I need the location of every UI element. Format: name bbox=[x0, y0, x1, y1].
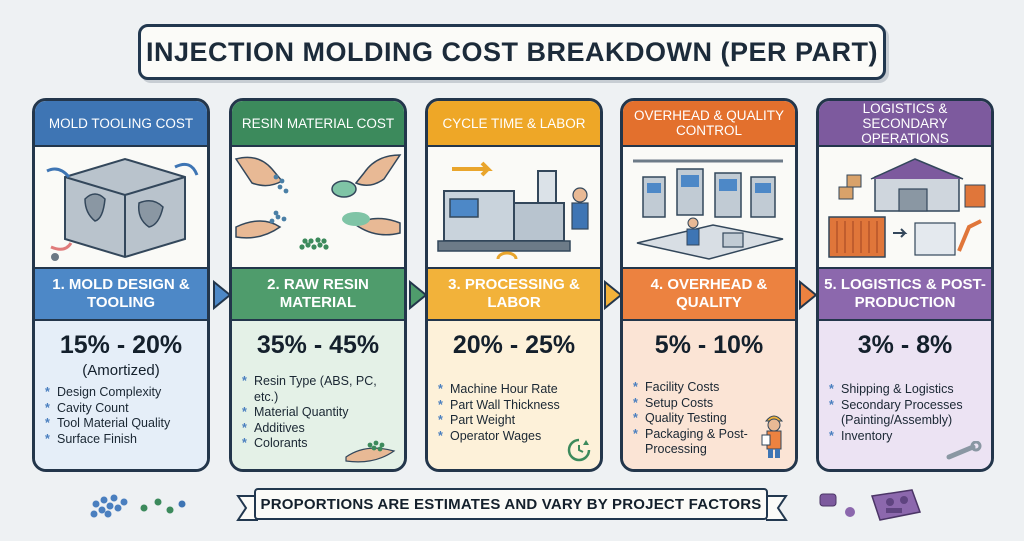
wrench-icon bbox=[946, 441, 982, 460]
card-resin-material: RESIN MATERIAL COST 2. RAW RESIN MATERIA… bbox=[229, 98, 407, 472]
factory-floor-icon bbox=[633, 159, 784, 260]
list-item: Colorants bbox=[242, 436, 394, 452]
card-body: 20% - 25% Machine Hour Rate Part Wall Th… bbox=[428, 321, 600, 469]
factor-list: Shipping & Logistics Secondary Processes… bbox=[829, 382, 981, 444]
arrow-right-icon bbox=[409, 279, 428, 311]
card-body: 15% - 20% (Amortized) Design Complexity … bbox=[35, 321, 207, 469]
list-item: Shipping & Logistics bbox=[829, 382, 981, 398]
card-body: 3% - 8% Shipping & Logistics Secondary P… bbox=[819, 321, 991, 469]
molded-parts-icon bbox=[819, 489, 922, 521]
list-item: Secondary Processes (Painting/Assembly) bbox=[829, 398, 981, 429]
arrow-right-icon bbox=[604, 279, 623, 311]
resin-hands-icon bbox=[234, 154, 402, 250]
step-label: 4. OVERHEAD & QUALITY bbox=[623, 269, 795, 321]
mold-icon bbox=[46, 157, 199, 261]
card-cycle-time: CYCLE TIME & LABOR 3. PROCESSING & LABOR… bbox=[425, 98, 603, 472]
list-item: Material Quantity bbox=[242, 405, 394, 421]
ribbon-left-icon bbox=[236, 495, 258, 521]
list-item: Setup Costs bbox=[633, 396, 753, 412]
list-item: Resin Type (ABS, PC, etc.) bbox=[242, 374, 394, 405]
list-item: Facility Costs bbox=[633, 380, 753, 396]
card-logistics: LOGISTICS & SECONDARY OPERATIONS 5. LOGI… bbox=[816, 98, 994, 472]
arrow-right-icon bbox=[799, 279, 818, 311]
list-item: Part Weight bbox=[438, 413, 590, 429]
ribbon-right-icon bbox=[766, 495, 788, 521]
cycle-clock-icon bbox=[567, 438, 591, 462]
step-label: 5. LOGISTICS & POST-PRODUCTION bbox=[819, 269, 991, 321]
list-item: Quality Testing bbox=[633, 411, 753, 427]
step-label: 2. RAW RESIN MATERIAL bbox=[232, 269, 404, 321]
list-item: Inventory bbox=[829, 429, 981, 445]
card-header: LOGISTICS & SECONDARY OPERATIONS bbox=[819, 101, 991, 147]
factor-list: Machine Hour Rate Part Wall Thickness Pa… bbox=[438, 382, 590, 444]
list-item: Machine Hour Rate bbox=[438, 382, 590, 398]
cost-note: (Amortized) bbox=[82, 362, 160, 379]
page-title: INJECTION MOLDING COST BREAKDOWN (PER PA… bbox=[146, 36, 878, 67]
list-item: Design Complexity bbox=[45, 385, 197, 401]
resin-illustration bbox=[232, 147, 404, 269]
card-header: OVERHEAD & QUALITY CONTROL bbox=[623, 101, 795, 147]
pellets-icon bbox=[90, 494, 186, 518]
logistics-illustration bbox=[819, 147, 991, 269]
factor-list: Resin Type (ABS, PC, etc.) Material Quan… bbox=[242, 374, 394, 452]
card-mold-tooling: MOLD TOOLING COST 1. MOLD DESIGN & TOOLI… bbox=[32, 98, 210, 472]
list-item: Part Wall Thickness bbox=[438, 398, 590, 414]
inspector-icon bbox=[761, 415, 784, 458]
hand-pellets-icon bbox=[345, 440, 396, 463]
card-overhead-quality: OVERHEAD & QUALITY CONTROL 4. OVERHEAD &… bbox=[620, 98, 798, 472]
factory-illustration bbox=[623, 147, 795, 269]
injection-machine-icon bbox=[437, 161, 589, 260]
card-body: 5% - 10% Facility Costs Setup Costs Qual… bbox=[623, 321, 795, 469]
list-item: Additives bbox=[242, 421, 394, 437]
factor-list: Design Complexity Cavity Count Tool Mate… bbox=[45, 385, 197, 447]
cost-percent: 20% - 25% bbox=[452, 331, 576, 359]
card-header: RESIN MATERIAL COST bbox=[232, 101, 404, 147]
list-item: Tool Material Quality bbox=[45, 416, 197, 432]
mold-illustration bbox=[35, 147, 207, 269]
title-banner: INJECTION MOLDING COST BREAKDOWN (PER PA… bbox=[138, 24, 886, 80]
machine-illustration bbox=[428, 147, 600, 269]
arrow-right-icon bbox=[213, 279, 232, 311]
cost-percent: 5% - 10% bbox=[654, 331, 764, 359]
card-body: 35% - 45% Resin Type (ABS, PC, etc.) Mat… bbox=[232, 321, 404, 469]
footer-note: PROPORTIONS ARE ESTIMATES AND VARY BY PR… bbox=[260, 495, 762, 513]
list-item: Packaging & Post-Processing bbox=[633, 427, 753, 458]
step-label: 1. MOLD DESIGN & TOOLING bbox=[35, 269, 207, 321]
list-item: Cavity Count bbox=[45, 401, 197, 417]
step-label: 3. PROCESSING & LABOR bbox=[428, 269, 600, 321]
cost-percent: 3% - 8% bbox=[857, 331, 953, 359]
cost-percent: 35% - 45% bbox=[256, 331, 380, 359]
factor-list: Facility Costs Setup Costs Quality Testi… bbox=[633, 380, 753, 458]
card-header: MOLD TOOLING COST bbox=[35, 101, 207, 147]
footer-banner: PROPORTIONS ARE ESTIMATES AND VARY BY PR… bbox=[254, 488, 768, 520]
card-header: CYCLE TIME & LABOR bbox=[428, 101, 600, 147]
list-item: Operator Wages bbox=[438, 429, 590, 445]
cost-percent: 15% - 20% bbox=[59, 331, 183, 359]
list-item: Surface Finish bbox=[45, 432, 197, 448]
warehouse-icon bbox=[828, 158, 986, 258]
